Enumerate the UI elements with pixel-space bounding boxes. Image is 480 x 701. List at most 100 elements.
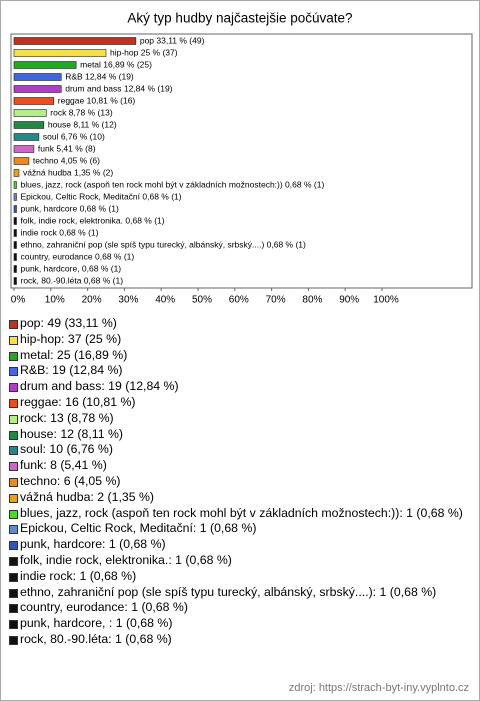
legend-label: techno: 6 (4,05 %) [20, 473, 121, 488]
legend-item: reggae: 16 (10,81 %) [9, 395, 471, 411]
legend-swatch [9, 430, 18, 440]
bar [13, 121, 45, 129]
bar-label: drum and bass 12,84 % (19) [65, 83, 172, 93]
legend-item: metal: 25 (16,89 %) [9, 348, 471, 364]
bar-label: country, eurodance 0,68 % (1) [21, 251, 135, 261]
bar [13, 49, 107, 57]
legend-item: house: 12 (8,11 %) [9, 427, 471, 443]
bar-label: folk, indie rock, elektronika. 0,68 % (1… [21, 215, 165, 225]
legend-swatch [9, 367, 18, 377]
bar [13, 133, 40, 141]
bar [13, 109, 47, 117]
legend-label: folk, indie rock, elektronika.: 1 (0,68 … [20, 552, 232, 567]
legend-swatch [9, 320, 18, 329]
bar [13, 277, 17, 285]
bar-label: techno 4,05 % (6) [33, 155, 100, 165]
plot-frame [10, 33, 473, 289]
bar [13, 205, 17, 213]
bar-label: soul 6,76 % (10) [43, 131, 105, 141]
legend-label: rock: 13 (8,78 %) [20, 410, 114, 425]
bar [13, 253, 17, 261]
bar [13, 157, 30, 165]
x-tick-label: 90% [339, 295, 359, 306]
legend-swatch [9, 493, 18, 503]
legend-swatch [9, 635, 18, 645]
x-tick-label: 50% [192, 295, 212, 306]
legend-label: blues, jazz, rock (aspoň ten rock mohl b… [20, 505, 463, 520]
legend-swatch [9, 541, 18, 551]
bar-label: rock, 80.-90.léta 0,68 % (1) [21, 275, 124, 285]
bar [13, 37, 137, 45]
legend-item: pop: 49 (33,11 %) [9, 316, 471, 332]
bar-label: ethno, zahraniční pop (sle spíš typu tur… [21, 239, 307, 249]
bar [13, 181, 17, 189]
legend: pop: 49 (33,11 %) hip-hop: 37 (25 %) metal… [9, 316, 471, 648]
x-tick-label: 70% [266, 295, 286, 306]
legend-item: Epickou, Celtic Rock, Meditační: 1 (0,68… [9, 521, 471, 537]
legend-swatch [9, 509, 18, 519]
bar-label: hip-hop 25 % (37) [110, 47, 178, 57]
x-tick-label: 10% [45, 295, 65, 306]
bar-label: vážná hudba 1,35 % (2) [23, 167, 113, 177]
legend-swatch [9, 604, 18, 614]
x-tick-label: 40% [155, 295, 175, 306]
legend-swatch [9, 351, 18, 361]
x-tick-label: 100% [373, 295, 399, 306]
legend-item: hip-hop: 37 (25 %) [9, 332, 471, 348]
legend-item: drum and bass: 19 (12,84 %) [9, 379, 471, 395]
bar-label: funk 5,41 % (8) [38, 143, 96, 153]
legend-item: vážná hudba: 2 (1,35 %) [9, 490, 471, 506]
legend-swatch [9, 398, 18, 408]
legend-swatch [9, 525, 18, 535]
legend-label: indie rock: 1 (0,68 %) [20, 568, 137, 583]
bar-label: punk, hardcore 0,68 % (1) [21, 203, 119, 213]
bar [13, 145, 35, 153]
bar-label: metal 16,89 % (25) [80, 59, 152, 69]
x-tick-label: 0% [11, 295, 26, 306]
legend-label: hip-hop: 37 (25 %) [20, 331, 122, 346]
bar-label: rock 8,78 % (13) [50, 107, 113, 117]
legend-item: punk, hardcore: 1 (0,68 %) [9, 537, 471, 553]
bar [13, 169, 20, 177]
legend-swatch [9, 462, 18, 472]
legend-item: soul: 10 (6,76 %) [9, 442, 471, 458]
bar-label: pop 33,11 % (49) [140, 35, 205, 45]
legend-item: funk: 8 (5,41 %) [9, 458, 471, 474]
legend-item: rock, 80.-90.léta: 1 (0,68 %) [9, 632, 471, 648]
legend-swatch [9, 588, 18, 598]
legend-label: funk: 8 (5,41 %) [20, 458, 107, 473]
bar-label: blues, jazz, rock (aspoň ten rock mohl b… [21, 179, 325, 189]
legend-swatch [9, 620, 18, 630]
legend-swatch [9, 383, 18, 393]
legend-item: R&B: 19 (12,84 %) [9, 363, 471, 379]
legend-item: blues, jazz, rock (aspoň ten rock mohl b… [9, 506, 471, 522]
bar [13, 61, 77, 69]
legend-label: pop: 49 (33,11 %) [20, 316, 117, 330]
bar [13, 85, 62, 93]
bar [13, 265, 17, 273]
chart-title: Aký typ hudby najčastejšie počúvate? [127, 11, 352, 26]
legend-swatch [9, 477, 18, 487]
bar [13, 217, 17, 225]
chart: Aký typ hudby najčastejšie počúvate? 0% 1… [10, 11, 473, 306]
legend-label: metal: 25 (16,89 %) [20, 347, 128, 362]
legend-item: techno: 6 (4,05 %) [9, 474, 471, 490]
legend-label: country, eurodance: 1 (0,68 %) [20, 600, 188, 615]
bar-label: punk, hardcore, 0,68 % (1) [21, 263, 122, 273]
bar-label: reggae 10,81 % (16) [58, 95, 136, 105]
bar-label: indie rock 0,68 % (1) [21, 227, 99, 237]
source: zdroj: https://strach-byt-iny.vyplnto.cz [288, 682, 469, 694]
legend-item: ethno, zahraniční pop (sle spíš typu tur… [9, 585, 471, 601]
bar [13, 193, 17, 201]
legend-label: punk, hardcore, : 1 (0,68 %) [20, 616, 173, 631]
bar [13, 229, 17, 237]
legend-label: house: 12 (8,11 %) [20, 426, 123, 441]
legend-label: drum and bass: 19 (12,84 %) [20, 379, 179, 394]
bar-label: house 8,11 % (12) [48, 119, 117, 129]
legend-label: Epickou, Celtic Rock, Meditační: 1 (0,68… [20, 521, 257, 536]
legend-label: reggae: 16 (10,81 %) [20, 394, 136, 409]
legend-swatch [9, 572, 18, 582]
legend-swatch [9, 446, 18, 456]
legend-swatch [9, 414, 18, 424]
legend-swatch [9, 335, 18, 345]
